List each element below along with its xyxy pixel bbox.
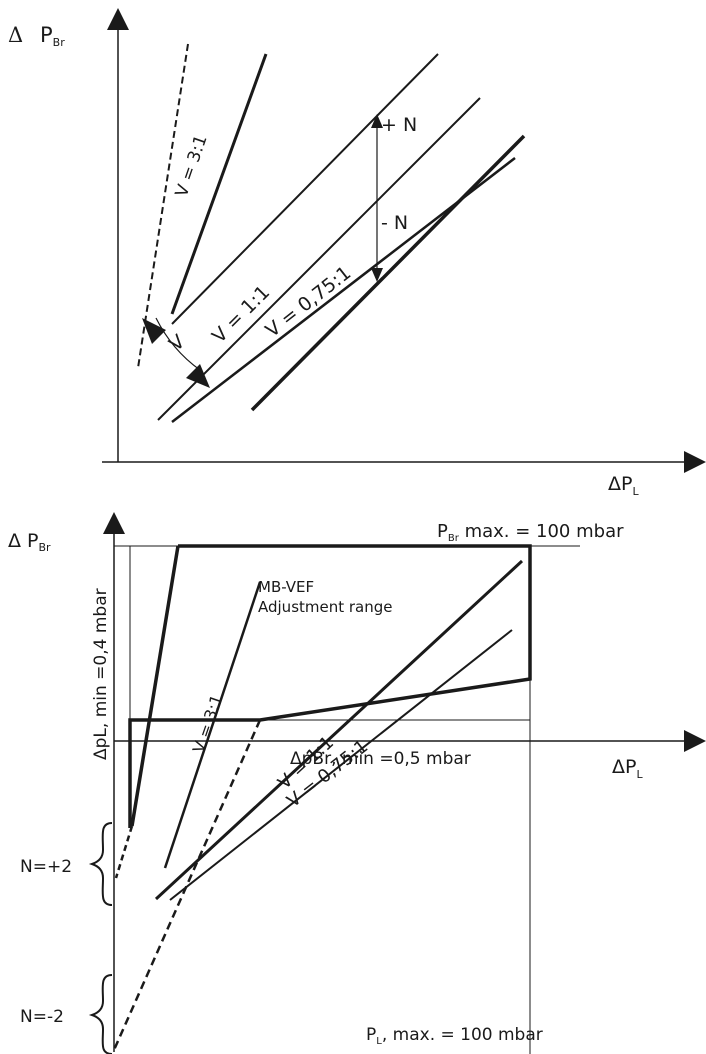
bottom-dpl-min-label: ΔpL, min =0,4 mbar	[91, 588, 111, 760]
bottom-n-plus-label: N=+2	[20, 857, 72, 877]
top-y-axis-arrow	[107, 8, 129, 30]
bottom-x-axis-label: ΔPL	[612, 756, 643, 781]
bottom-range-left-dashed	[114, 825, 134, 879]
top-x-axis-label: ΔPL	[608, 473, 639, 498]
top-v-angle-arc	[155, 317, 201, 371]
bottom-n-minus-label: N=-2	[20, 1007, 64, 1027]
bottom-y-axis-arrow	[103, 512, 125, 534]
bottom-pbr-max-label: PBr max. = 100 mbar	[437, 521, 624, 544]
bottom-adjustment-label-line2: Adjustment range	[258, 598, 393, 616]
bottom-pl-max-label: PL, max. = 100 mbar	[366, 1025, 543, 1047]
top-line-1-1	[157, 97, 481, 421]
bottom-diagram: Δ PBr ΔPL PBr max. = 100 mbar PL, max. =…	[8, 512, 706, 1054]
bottom-line-3-1	[163, 581, 262, 869]
top-diagram: Δ PBr ΔPL + N - N V V = 3:1 V = 1:1 V = …	[8, 8, 706, 498]
top-n-arrow-head-up	[371, 114, 383, 128]
top-v-arrow-head-lower	[186, 364, 210, 388]
bottom-range-left-edge	[130, 545, 180, 827]
top-plus-n-label: + N	[381, 114, 417, 136]
top-v-label: V	[165, 331, 189, 356]
bottom-n-minus-brace	[88, 974, 113, 1054]
top-minus-n-label: - N	[381, 212, 408, 234]
top-line-lower	[250, 134, 526, 412]
top-line-upper	[171, 53, 439, 325]
bottom-lower-diagonal-dashed	[112, 719, 262, 1051]
top-v-arrow-head-upper	[142, 318, 166, 344]
top-y-axis-label: PBr	[40, 23, 65, 49]
top-dashed-line	[137, 43, 189, 369]
top-x-axis-arrow	[684, 451, 706, 473]
bottom-line-075-1	[169, 629, 513, 901]
bottom-x-axis-arrow	[684, 730, 706, 752]
top-n-arrow-head-down	[371, 268, 383, 282]
top-line-3-1	[170, 53, 268, 315]
bottom-adjustment-label-line1: MB-VEF	[258, 578, 314, 596]
top-y-axis-delta: Δ	[8, 23, 23, 47]
bottom-dpbr-min-label: ΔpBr, min =0,5 mbar	[290, 749, 471, 769]
bottom-n-plus-brace	[88, 822, 113, 906]
bottom-line-1-1	[154, 559, 524, 901]
top-ratio-3-1-label: V = 3:1	[172, 133, 212, 200]
bottom-y-axis-label: Δ PBr	[8, 530, 51, 554]
bottom-range-outline	[128, 544, 532, 828]
bottom-ratio-3-1-label: V = 3:1	[189, 692, 227, 755]
